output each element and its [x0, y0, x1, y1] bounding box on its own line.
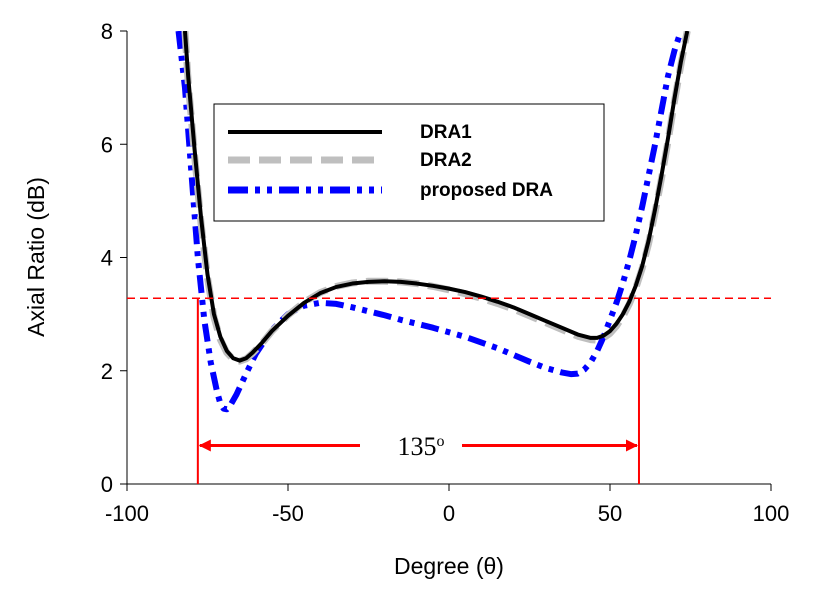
y-axis-title: Axial Ratio (dB): [23, 177, 49, 337]
series-layer: [175, 31, 691, 413]
annotation-layer: [127, 297, 771, 484]
bandwidth-label: 135o: [398, 432, 445, 461]
tick-marks: -100 -50 0 50 100 0 2 4 6 8: [101, 19, 790, 526]
x-tick-label: -100: [105, 501, 149, 526]
x-tick-label: -50: [272, 501, 304, 526]
bandwidth-label-value: 135: [398, 432, 437, 461]
bandwidth-label-degree: o: [437, 433, 445, 450]
series-line-proposed-dra: [175, 31, 684, 413]
y-tick-label: 6: [101, 132, 113, 157]
series-line-dra1: [182, 31, 690, 363]
y-tick-label: 4: [101, 246, 113, 271]
legend-label-dra2: DRA2: [420, 150, 472, 171]
y-tick-label: 2: [101, 359, 113, 384]
legend-label-proposed: proposed DRA: [420, 180, 553, 201]
x-tick-label: 0: [443, 501, 455, 526]
legend-label-dra1: DRA1: [420, 122, 472, 143]
y-tick-label: 8: [101, 19, 113, 44]
x-tick-label: 100: [753, 501, 790, 526]
legend: DRA1 DRA2 proposed DRA: [213, 103, 605, 222]
x-tick-label: 50: [598, 501, 622, 526]
x-axis-title: Degree (θ): [394, 553, 504, 579]
y-tick-label: 0: [101, 472, 113, 497]
